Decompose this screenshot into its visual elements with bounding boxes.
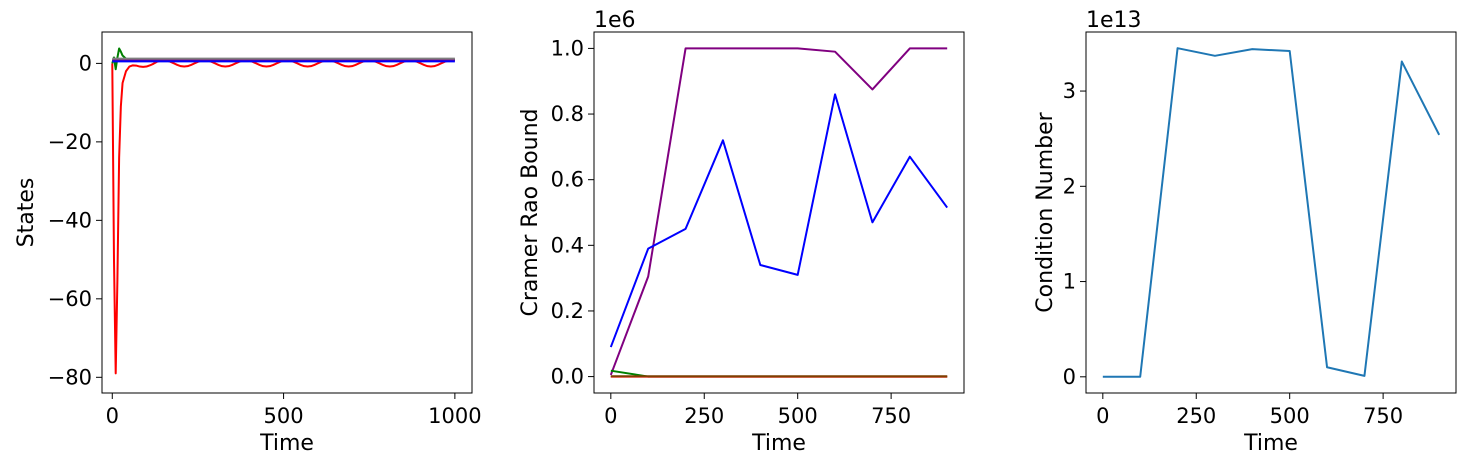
y-tick-label: 0.4 (551, 233, 584, 257)
x-tick-label: 500 (1270, 404, 1310, 428)
y-tick-label: 1 (1063, 270, 1076, 294)
x-tick-label: 500 (778, 404, 818, 428)
y-tick-label: 0 (1063, 365, 1076, 389)
x-tick-label: 0 (604, 404, 617, 428)
states-chart: 0 500 1000 0 −20 −40 −60 −80 Time States (14, 31, 482, 456)
x-tick-label: 1000 (428, 404, 481, 428)
x-axis-label: Time (259, 431, 314, 456)
y-tick-label: 1.0 (551, 36, 584, 60)
x-tick-label: 0 (1096, 404, 1109, 428)
y-axis-label: States (14, 178, 39, 248)
x-tick-label: 0 (106, 404, 119, 428)
y-axis-label: Condition Number (1033, 111, 1058, 312)
y-tick-label: 0.2 (551, 299, 584, 323)
x-tick-label: 750 (871, 404, 911, 428)
x-tick-label: 500 (264, 404, 304, 428)
condition-number-chart: 0 250 500 750 0 1 2 3 Time Condition Number 1e13 (1033, 8, 1457, 456)
y-offset-label: 1e13 (1086, 8, 1142, 33)
plot-frame (593, 31, 965, 394)
x-tick-label: 250 (684, 404, 724, 428)
y-tick-label: 3 (1063, 79, 1076, 103)
x-tick-label: 750 (1363, 404, 1403, 428)
series-line-0 (1102, 47, 1441, 378)
cramer-rao-bound-chart: 0 250 500 750 0.0 0.2 0.4 0.6 0.8 1.0 Time Cramer R… (518, 8, 965, 456)
y-tick-label: −20 (48, 130, 92, 154)
x-axis-label: Time (1243, 431, 1298, 456)
y-tick-label: 0.6 (551, 168, 584, 192)
y-tick-label: 0 (79, 51, 92, 75)
series-line-0 (609, 47, 948, 376)
y-tick-label: −40 (48, 208, 92, 232)
y-tick-label: −80 (48, 365, 92, 389)
plot-frame (1085, 31, 1457, 394)
x-axis-label: Time (751, 431, 806, 456)
series-line-1 (609, 93, 948, 348)
series-line-0 (111, 59, 455, 375)
y-axis-label: Cramer Rao Bound (518, 108, 543, 316)
y-tick-label: 0.0 (551, 365, 584, 389)
y-tick-label: 0.8 (551, 102, 584, 126)
x-tick-label: 250 (1176, 404, 1216, 428)
y-offset-label: 1e6 (594, 8, 636, 33)
y-tick-label: −60 (48, 287, 92, 311)
y-tick-label: 2 (1063, 174, 1076, 198)
plot-frame (101, 31, 473, 394)
